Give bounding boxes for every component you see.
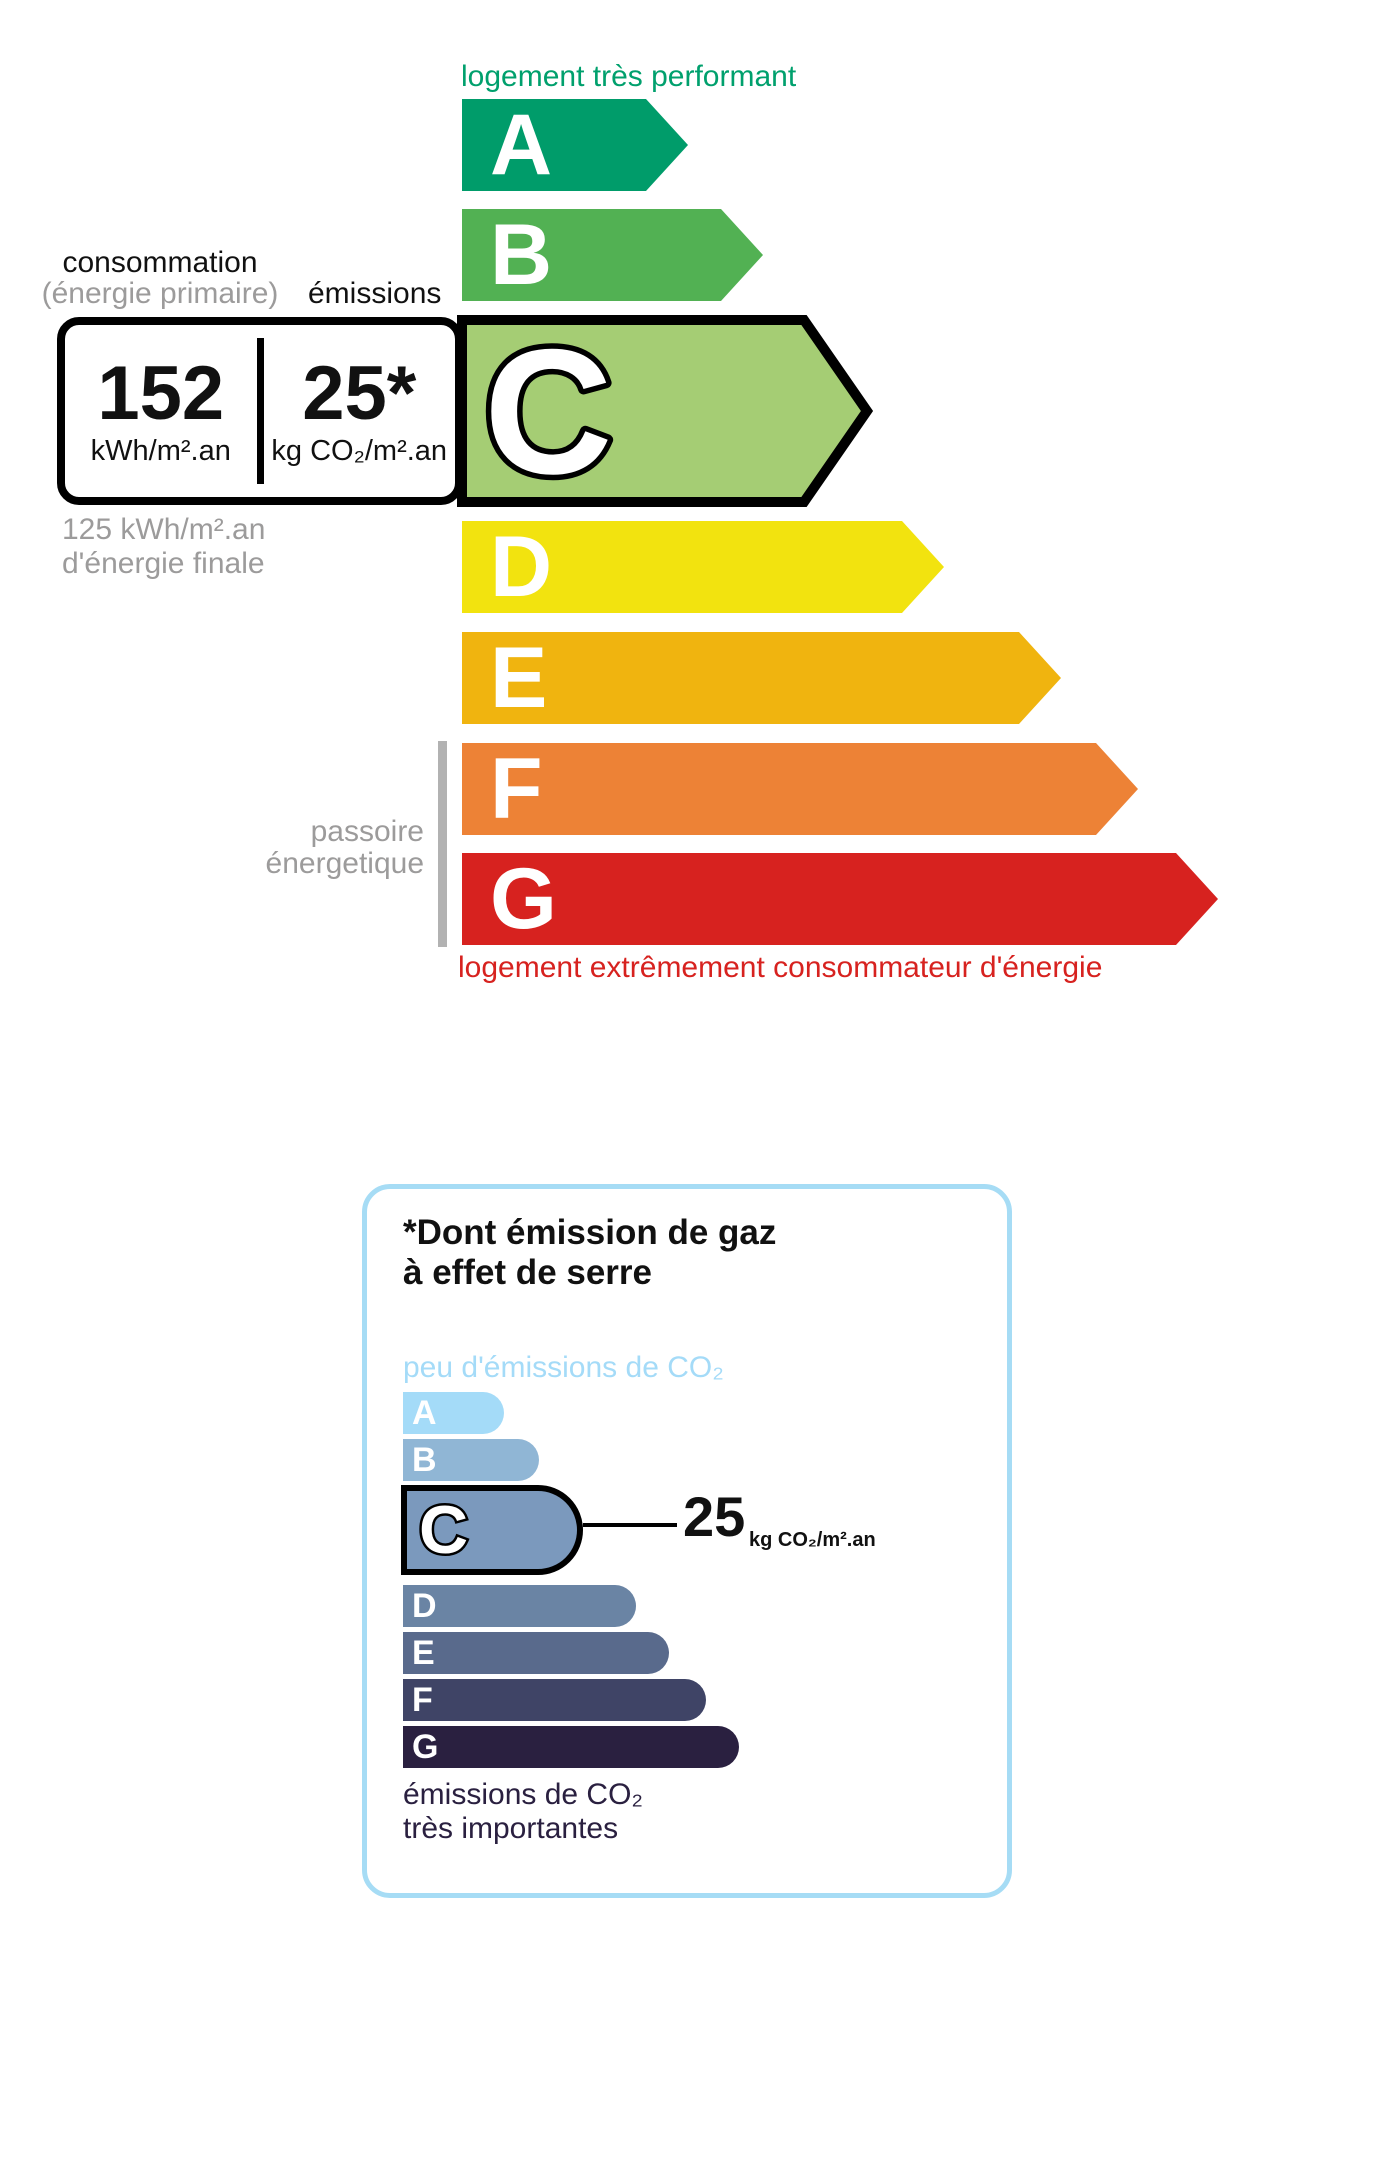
consumption-cell: 152 kWh/m².an <box>65 325 257 497</box>
class-f-arrow: F <box>462 743 1138 835</box>
co2-class-g-letter: G <box>412 1728 439 1766</box>
co2-high-emissions-caption: émissions de CO₂ très importantes <box>403 1778 643 1846</box>
energy-sieve-line2: énergetique <box>265 847 424 880</box>
final-energy-line1: 125 kWh/m².an <box>62 513 266 546</box>
class-e-arrow: E <box>462 632 1061 724</box>
consumption-value: 152 <box>97 351 225 437</box>
co2-class-c-letter: C <box>416 1490 470 1571</box>
co2-class-e-bar: E <box>403 1632 669 1674</box>
energy-sieve-label: passoire énergetique <box>150 816 424 880</box>
high-consumption-caption: logement extrêmement consommateur d'éner… <box>458 951 1103 984</box>
co2-callout-line <box>583 1523 677 1527</box>
co2-high-emissions-line2: très importantes <box>403 1812 619 1845</box>
co2-title-line1: *Dont émission de gaz <box>403 1213 777 1252</box>
co2-class-d-bar: D <box>403 1585 636 1627</box>
co2-high-emissions-line1: émissions de CO₂ <box>403 1778 644 1811</box>
co2-class-a-bar: A <box>403 1392 504 1434</box>
co2-low-emissions-caption: peu d'émissions de CO₂ <box>403 1351 724 1384</box>
co2-title-line2: à effet de serre <box>403 1253 653 1292</box>
emissions-value: 25* <box>302 351 417 437</box>
values-divider <box>256 338 264 484</box>
co2-class-f-bar: F <box>403 1679 706 1721</box>
co2-class-b-bar: B <box>403 1439 539 1481</box>
class-g-letter: G <box>490 851 557 947</box>
class-c-arrow-shape: C <box>457 314 874 508</box>
class-c-arrow: C <box>456 314 874 508</box>
class-e-letter: E <box>490 630 548 726</box>
class-g-arrow: G <box>462 853 1218 945</box>
emissions-cell: 25* kg CO₂/m².an <box>264 325 456 497</box>
emissions-header: émissions <box>308 277 442 310</box>
co2-emissions-panel: *Dont émission de gaz à effet de serre p… <box>362 1184 1012 1898</box>
co2-class-b-letter: B <box>412 1441 437 1479</box>
class-a-letter: A <box>490 97 553 193</box>
co2-panel-title: *Dont émission de gaz à effet de serre <box>403 1213 776 1293</box>
consumption-header-line1: consommation <box>62 246 258 279</box>
consumption-header-line2: (énergie primaire) <box>41 277 279 310</box>
co2-callout-value: 25 <box>683 1485 746 1548</box>
co2-class-g-bar: G <box>403 1726 739 1768</box>
final-energy-line2: d'énergie finale <box>62 547 265 580</box>
class-b-arrow: B <box>462 209 763 301</box>
co2-class-c-bar: C <box>401 1485 583 1575</box>
class-d-letter: D <box>490 519 553 615</box>
co2-class-f-letter: F <box>412 1681 433 1719</box>
co2-callout-unit: kg CO₂/m².an <box>749 1529 876 1551</box>
class-c-letter: C <box>484 314 613 508</box>
co2-class-a-letter: A <box>412 1394 437 1432</box>
co2-class-e-letter: E <box>412 1634 435 1672</box>
top-performance-caption: logement très performant <box>461 60 797 93</box>
consumption-header: consommation (énergie primaire) <box>40 247 280 309</box>
class-a-arrow: A <box>462 99 688 191</box>
final-energy-note: 125 kWh/m².an d'énergie finale <box>62 513 265 581</box>
emissions-unit: kg CO₂/m².an <box>271 434 448 467</box>
class-f-letter: F <box>490 741 543 837</box>
values-box: 152 kWh/m².an 25* kg CO₂/m².an <box>57 317 463 505</box>
co2-class-d-letter: D <box>412 1587 437 1625</box>
energy-sieve-line1: passoire <box>310 815 424 848</box>
energy-sieve-bar <box>438 741 447 947</box>
class-d-arrow: D <box>462 521 944 613</box>
consumption-unit: kWh/m².an <box>90 434 231 467</box>
class-b-letter: B <box>490 207 553 303</box>
